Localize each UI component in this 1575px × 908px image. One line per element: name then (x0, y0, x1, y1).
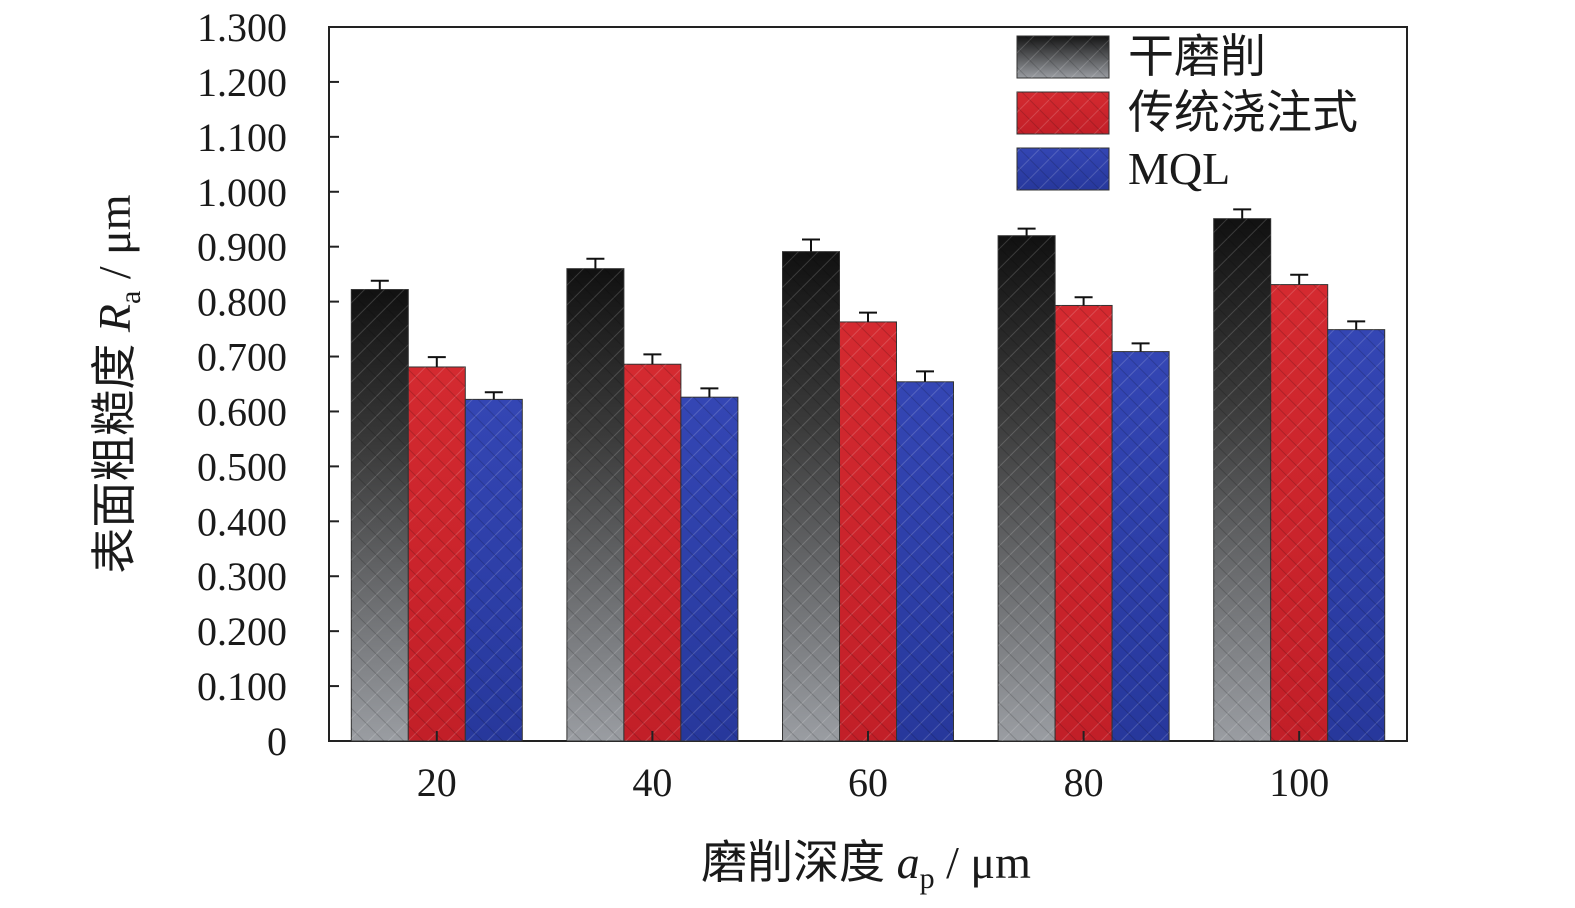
legend-swatch-hatch (1017, 92, 1109, 134)
legend-label: MQL (1128, 143, 1230, 194)
y-tick-label: 0.600 (197, 389, 287, 434)
bar-hatch (623, 364, 681, 741)
x-tick-label: 20 (417, 760, 457, 805)
x-tick-label: 80 (1064, 760, 1104, 805)
bar-hatch (680, 397, 738, 741)
y-tick-label: 1.300 (197, 5, 287, 50)
bar-hatch (839, 321, 897, 741)
y-tick-label: 1.000 (197, 170, 287, 215)
bar-hatch (351, 289, 409, 741)
bar-hatch (566, 268, 624, 741)
legend-label: 传统浇注式 (1128, 87, 1358, 138)
y-tick-label: 0.400 (197, 499, 287, 544)
y-tick-label: 1.200 (197, 60, 287, 105)
y-tick-label: 1.100 (197, 115, 287, 160)
bar-hatch (1055, 305, 1113, 741)
bar-hatch (1112, 351, 1170, 741)
y-tick-label: 0.200 (197, 609, 287, 654)
bar-hatch (896, 381, 954, 741)
x-tick-label: 100 (1269, 760, 1329, 805)
x-tick-label: 60 (848, 760, 888, 805)
y-axis-title: 表面粗糙度 Ra / μm (89, 194, 147, 573)
bar-hatch (408, 366, 466, 741)
bar-hatch (782, 251, 840, 742)
legend-swatch-hatch (1017, 148, 1109, 190)
bar-hatch (465, 399, 523, 741)
y-tick-label: 0.500 (197, 444, 287, 489)
legend-swatch-hatch (1017, 36, 1109, 78)
y-tick-label: 0.800 (197, 280, 287, 325)
bar-hatch (1327, 329, 1385, 741)
legend-label: 干磨削 (1128, 31, 1266, 82)
x-axis-title: 磨削深度 ap / μm (701, 837, 1031, 895)
bar-hatch (998, 235, 1056, 741)
bar-hatch (1270, 284, 1328, 741)
x-tick-label: 40 (632, 760, 672, 805)
bar-hatch (1213, 218, 1271, 742)
y-tick-label: 0.900 (197, 225, 287, 270)
y-tick-label: 0.100 (197, 664, 287, 709)
y-tick-label: 0 (267, 719, 287, 764)
y-tick-label: 0.300 (197, 554, 287, 599)
y-tick-label: 0.700 (197, 335, 287, 380)
